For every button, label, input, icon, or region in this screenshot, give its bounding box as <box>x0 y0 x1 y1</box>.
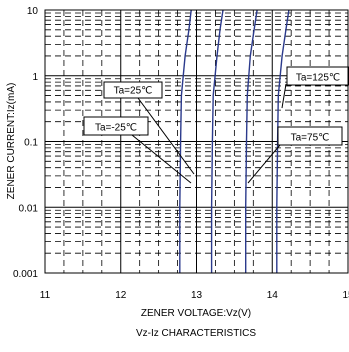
annotation-box-3 <box>277 126 343 146</box>
x-tick-label: 11 <box>40 290 51 301</box>
annotation-box-0 <box>103 81 163 99</box>
y-tick-label: 0.001 <box>13 269 38 280</box>
y-tick-label: 0.01 <box>19 203 39 214</box>
annotation-label-0: Ta=25℃ <box>114 86 153 97</box>
series-line-2 <box>245 9 258 273</box>
annotation-box-1 <box>83 116 149 136</box>
annotation-label-2: Ta=125℃ <box>296 73 340 84</box>
x-tick-label: 12 <box>115 290 127 301</box>
annotation-leader-2 <box>281 83 287 109</box>
y-tick-label: 10 <box>27 6 39 17</box>
annotation-leader-1 <box>131 134 192 184</box>
x-tick-label: 13 <box>191 290 203 301</box>
x-tick-label: 15 <box>342 290 349 301</box>
x-axis-title: ZENER VOLTAGE:Vz(V) <box>141 308 251 319</box>
series-line-1 <box>210 9 224 273</box>
annotation-leader-3 <box>247 144 281 184</box>
annotation-label-3: Ta=75℃ <box>291 133 330 144</box>
annotations: Ta=25℃ Ta=-25℃ Ta=125℃ Ta=75℃ <box>83 66 349 184</box>
y-axis-title: ZENER CURRENT:Iz(mA) <box>6 83 17 200</box>
tick-labels: 11 12 13 14 15 0.001 0.01 0.1 1 10 <box>13 6 349 301</box>
chart-title: Vz-Iz CHARACTERISTICS <box>136 328 256 339</box>
annotation-label-1: Ta=-25℃ <box>95 123 137 134</box>
series-line-0 <box>179 9 192 273</box>
curves <box>179 9 290 273</box>
series-line-3 <box>276 9 290 273</box>
y-tick-label: 1 <box>32 72 38 83</box>
annotation-box-2 <box>286 66 349 86</box>
x-tick-label: 14 <box>267 290 279 301</box>
grid <box>45 10 348 273</box>
plot-frame <box>44 9 349 274</box>
y-tick-label: 0.1 <box>24 138 38 149</box>
annotation-leader-0 <box>137 97 195 175</box>
